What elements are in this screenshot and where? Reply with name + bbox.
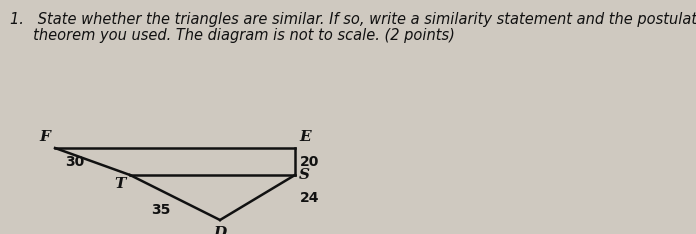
Text: F: F [39, 130, 50, 144]
Text: T: T [115, 177, 126, 191]
Text: S: S [299, 168, 310, 182]
Text: 30: 30 [65, 154, 84, 168]
Text: theorem you used. The diagram is not to scale. (2 points): theorem you used. The diagram is not to … [10, 28, 455, 43]
Text: 20: 20 [300, 154, 319, 168]
Text: E: E [299, 130, 310, 144]
Text: 35: 35 [150, 202, 170, 216]
Text: 1.   State whether the triangles are similar. If so, write a similarity statemen: 1. State whether the triangles are simil… [10, 12, 696, 27]
Text: 24: 24 [300, 190, 319, 205]
Text: D: D [214, 226, 227, 234]
